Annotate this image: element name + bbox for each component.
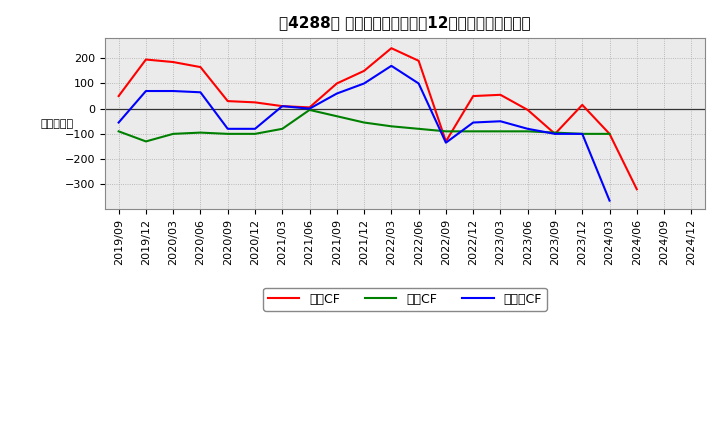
Title: ［4288］ キャッシュフローの12か月移動合計の推移: ［4288］ キャッシュフローの12か月移動合計の推移 [279,15,531,30]
営業CF [142,57,150,62]
フリーCF [441,140,450,145]
営業CF [305,105,314,110]
営業CF [551,131,559,136]
Line: 投資CF: 投資CF [119,110,610,141]
フリーCF [387,63,396,69]
フリーCF [114,120,123,125]
フリーCF [578,131,587,136]
投資CF [360,120,369,125]
営業CF [469,93,477,99]
営業CF [496,92,505,97]
投資CF [223,131,232,136]
投資CF [278,126,287,132]
営業CF [360,68,369,73]
営業CF [278,103,287,109]
営業CF [578,102,587,107]
投資CF [251,131,259,136]
フリーCF [606,198,614,203]
フリーCF [196,90,204,95]
営業CF [251,100,259,105]
営業CF [606,131,614,136]
営業CF [169,59,178,65]
投資CF [496,129,505,134]
Line: 営業CF: 営業CF [119,48,636,189]
フリーCF [305,106,314,111]
営業CF [387,46,396,51]
営業CF [223,99,232,104]
営業CF [196,64,204,70]
フリーCF [360,81,369,86]
営業CF [414,58,423,63]
フリーCF [469,120,477,125]
投資CF [523,129,532,134]
投資CF [469,129,477,134]
営業CF [523,107,532,113]
投資CF [606,131,614,136]
投資CF [387,124,396,129]
フリーCF [333,91,341,96]
投資CF [551,130,559,135]
営業CF [333,81,341,86]
フリーCF [496,119,505,124]
フリーCF [142,88,150,94]
投資CF [578,131,587,136]
投資CF [169,131,178,136]
フリーCF [523,126,532,132]
営業CF [441,139,450,144]
投資CF [142,139,150,144]
フリーCF [223,126,232,132]
Legend: 営業CF, 投資CF, フリーCF: 営業CF, 投資CF, フリーCF [263,288,547,311]
投資CF [196,130,204,135]
フリーCF [414,81,423,86]
投資CF [414,126,423,132]
Y-axis label: （百万円）: （百万円） [40,119,73,129]
営業CF [114,93,123,99]
投資CF [305,107,314,113]
フリーCF [251,126,259,132]
投資CF [441,129,450,134]
営業CF [632,187,641,192]
フリーCF [169,88,178,94]
フリーCF [278,103,287,109]
フリーCF [551,131,559,136]
投資CF [333,114,341,119]
投資CF [114,129,123,134]
Line: フリーCF: フリーCF [119,66,610,201]
